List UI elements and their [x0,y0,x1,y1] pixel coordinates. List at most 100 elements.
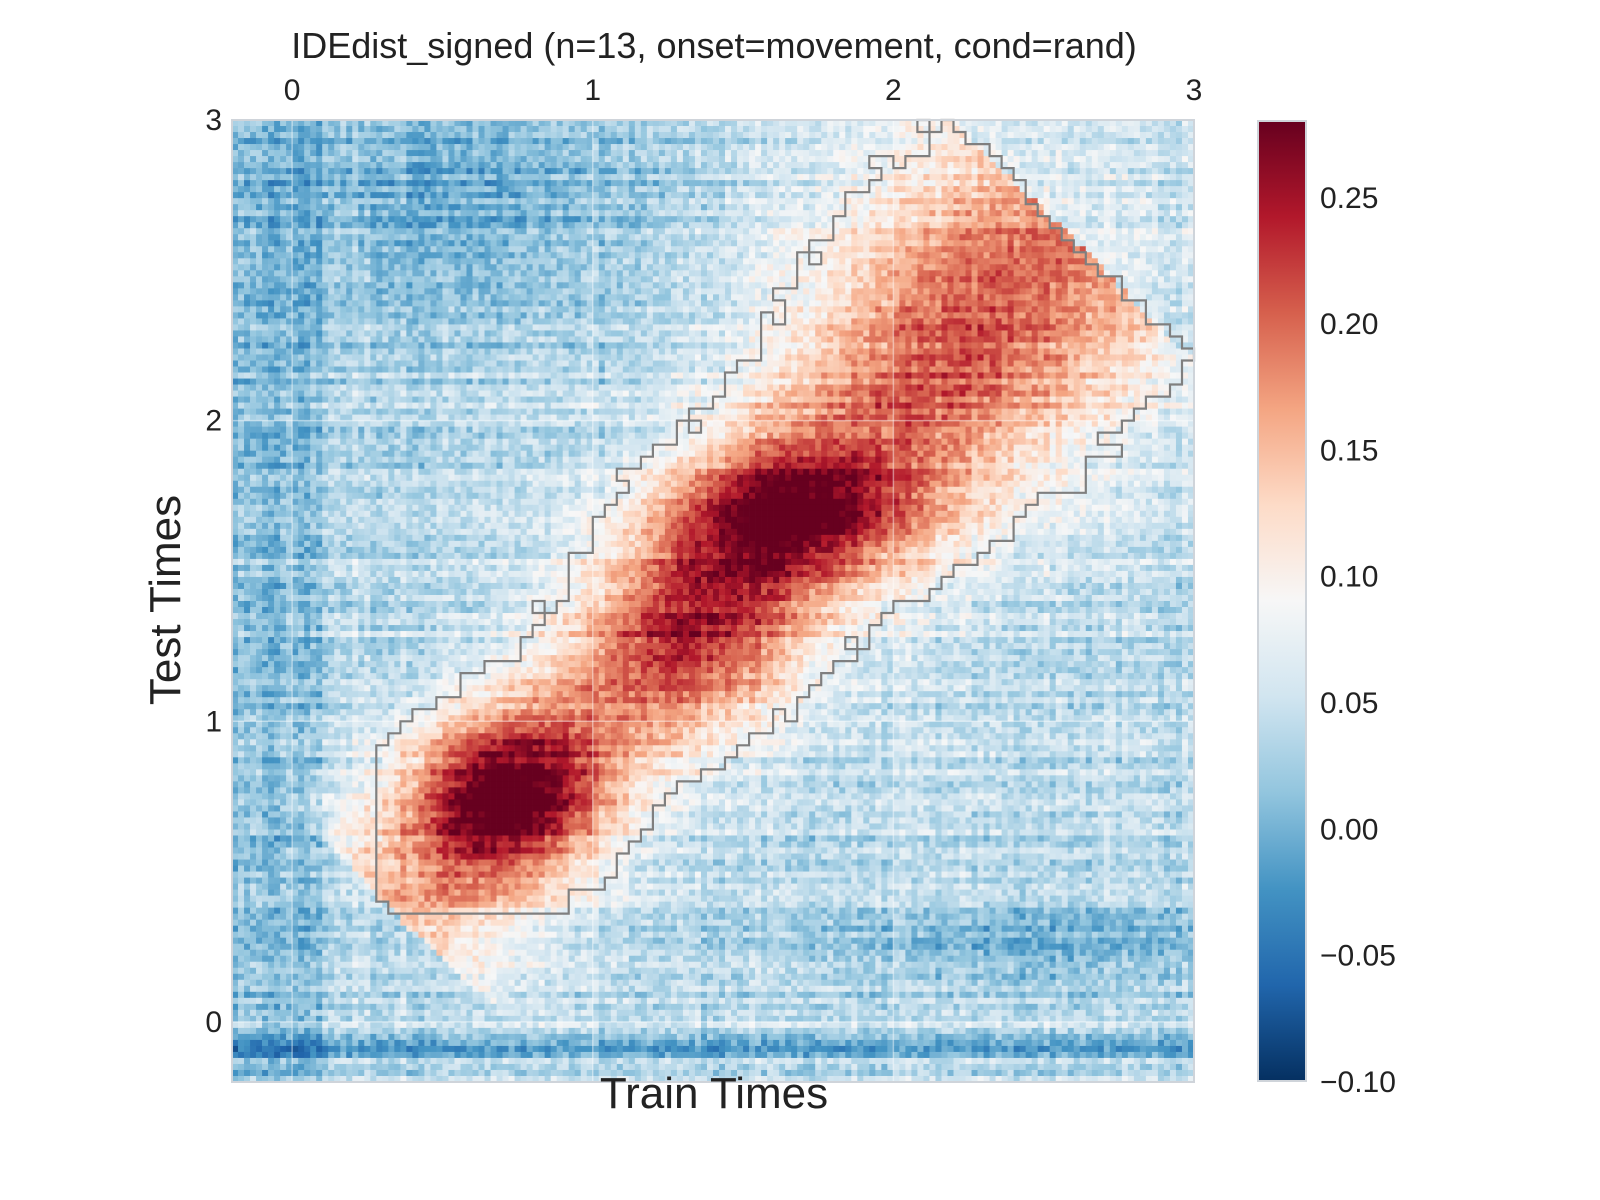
heatmap-cell [941,174,947,180]
heatmap-cell [899,132,905,138]
heatmap-cell [893,300,899,306]
heatmap-cell [527,132,533,138]
heatmap-cell [557,234,563,240]
heatmap-cell [1170,204,1176,210]
heatmap-cell [394,168,400,174]
heatmap-cell [262,150,268,156]
heatmap-cell [503,126,509,132]
heatmap-cell [509,138,515,144]
heatmap-cell [1176,162,1182,168]
heatmap-cell [268,126,274,132]
heatmap-cell [635,132,641,138]
heatmap-cell [1122,216,1128,222]
heatmap-cell [1182,228,1188,234]
heatmap-cell [268,186,274,192]
heatmap-cell [244,126,250,132]
heatmap-cell [665,126,671,132]
heatmap-cell [322,264,328,270]
heatmap-cell [1014,156,1020,162]
heatmap-cell [905,270,911,276]
heatmap-cell [244,210,250,216]
heatmap-cell [833,288,839,294]
heatmap-cell [575,150,581,156]
heatmap-cell [659,192,665,198]
heatmap-cell [1128,162,1134,168]
heatmap-cell [923,234,929,240]
heatmap-cell [328,276,334,282]
heatmap-cell [436,234,442,240]
heatmap-cell [454,180,460,186]
heatmap-cell [978,288,984,294]
heatmap-cell [671,258,677,264]
heatmap-cell [803,168,809,174]
heatmap-cell [1086,282,1092,288]
heatmap-cell [581,180,587,186]
heatmap-cell [310,222,316,228]
heatmap-cell [665,216,671,222]
heatmap-cell [1080,234,1086,240]
heatmap-cell [1128,216,1134,222]
heatmap-cell [1056,192,1062,198]
heatmap-cell [815,168,821,174]
heatmap-cell [1164,258,1170,264]
heatmap-cell [244,240,250,246]
heatmap-cell [515,258,521,264]
heatmap-cell [382,144,388,150]
heatmap-cell [485,222,491,228]
heatmap-cell [340,228,346,234]
heatmap-cell [244,270,250,276]
heatmap-cell [280,258,286,264]
heatmap-cell [292,162,298,168]
heatmap-cell [1086,222,1092,228]
heatmap-cell [761,264,767,270]
heatmap-cell [689,204,695,210]
heatmap-cell [1176,198,1182,204]
heatmap-cell [1050,132,1056,138]
heatmap-cell [1116,138,1122,144]
heatmap-cell [292,198,298,204]
heatmap-cell [545,174,551,180]
heatmap-cell [641,192,647,198]
heatmap-cell [683,258,689,264]
heatmap-cell [533,192,539,198]
heatmap-cell [869,204,875,210]
heatmap-cell [497,180,503,186]
heatmap-cell [1044,132,1050,138]
heatmap-cell [954,252,960,258]
heatmap-cell [515,288,521,294]
heatmap-cell [304,204,310,210]
heatmap-cell [1014,228,1020,234]
heatmap-cell [418,204,424,210]
heatmap-cell [442,162,448,168]
heatmap-cell [448,270,454,276]
heatmap-cell [304,282,310,288]
heatmap-cell [1152,192,1158,198]
heatmap-cell [515,174,521,180]
heatmap-cell [755,162,761,168]
heatmap-cell [599,264,605,270]
heatmap-cell [412,168,418,174]
heatmap-cell [629,126,635,132]
heatmap-cell [454,222,460,228]
heatmap-cell [905,198,911,204]
heatmap-cell [791,222,797,228]
heatmap-cell [827,246,833,252]
heatmap-cell [635,162,641,168]
heatmap-cell [755,228,761,234]
heatmap-cell [929,246,935,252]
heatmap-cell [485,174,491,180]
heatmap-cell [719,258,725,264]
heatmap-cell [298,234,304,240]
heatmap-cell [316,240,322,246]
heatmap-cell [262,126,268,132]
heatmap-cell [947,294,953,300]
heatmap-cell [382,282,388,288]
heatmap-cell [972,294,978,300]
heatmap-cell [755,252,761,258]
heatmap-cell [1110,150,1116,156]
heatmap-cell [779,240,785,246]
heatmap-cell [773,132,779,138]
heatmap-cell [1020,132,1026,138]
heatmap-cell [605,288,611,294]
heatmap-cell [755,234,761,240]
